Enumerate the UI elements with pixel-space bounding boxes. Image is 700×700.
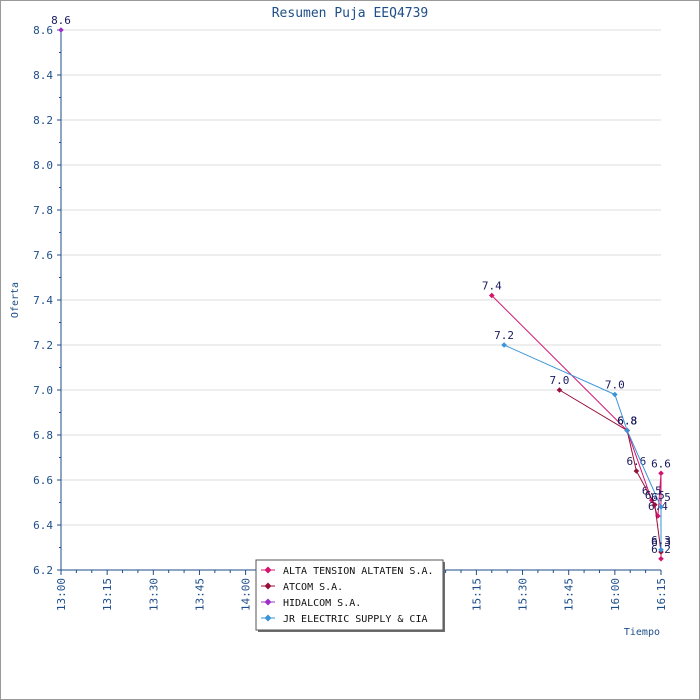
data-label: 7.0 [550,374,570,387]
x-axis-label: Tiempo [624,627,660,638]
legend-marker [264,566,272,574]
y-tick-label: 6.2 [33,564,53,577]
data-point [556,387,563,393]
x-tick-label: 14:00 [240,578,253,611]
data-label: 6.8 [617,415,637,428]
data-label: 7.4 [482,280,502,293]
series-1: 7.46.86.56.46.66.2 [482,280,671,562]
data-label: 6.3 [651,534,671,547]
y-tick-label: 6.4 [33,519,53,532]
axes: 6.2 6.4 6.6 6.8 7.0 7.2 7.4 7.6 7.8 8.0 8.2 8.4 8.6 1… [33,24,668,611]
legend-box [255,559,444,631]
y-tick-label: 8.2 [33,114,53,127]
y-axis-label: Oferta [10,282,21,318]
x-tick-label: 15:15 [470,578,483,611]
data-label: 6.5 [642,484,662,497]
x-tick-label: 16:00 [609,578,622,611]
legend-marker [264,614,272,622]
data-point [658,555,664,562]
data-point [633,468,640,474]
data-label: 7.2 [494,329,514,342]
data-point [624,427,630,434]
chart-title: Resumen Puja EEQ4739 [272,6,429,21]
y-tick-label: 8.4 [33,69,53,82]
grid [61,29,661,571]
series-3: 8.6 [51,14,71,33]
x-tick-label: 13:45 [193,578,206,611]
data-label: 7.0 [605,379,625,392]
data-label: 6.8 [617,415,637,428]
legend-label: HIDALCOM S.A. [283,598,361,609]
data-point [58,27,64,33]
series-layer: 7.46.86.56.46.66.27.06.86.66.56.38.67.27… [51,14,671,562]
x-tick-label: 13:00 [55,578,68,611]
data-point [612,391,618,398]
x-tick-label: 13:15 [101,578,114,611]
data-point [501,342,507,348]
legend-label: JR ELECTRIC SUPPLY & CIA [283,614,428,625]
legend-marker [264,582,272,590]
data-point [658,546,664,553]
y-tick-label: 8.0 [33,159,53,172]
series-2: 7.0 6.8 6.6 6.5 6.3 [550,374,671,555]
y-tick-label: 7.8 [33,204,53,217]
legend-label: ALTA TENSION ALTATEN S.A. [283,566,434,577]
data-point [652,501,658,508]
data-label: 6.5 [651,491,671,504]
data-label: 6.6 [626,455,646,468]
legend-marker [264,598,272,606]
x-tick-label: 16:15 [655,578,668,611]
x-tick-label: 15:30 [517,578,530,611]
data-point [658,470,664,477]
data-point [655,513,661,519]
y-tick-label: 6.8 [33,429,53,442]
y-tick-label: 7.2 [33,339,53,352]
data-label: 6.6 [651,457,671,470]
data-label: 6.4 [648,500,668,513]
x-tick-label: 15:45 [563,578,576,611]
y-tick-label: 7.6 [33,249,53,262]
data-label: 8.6 [51,14,71,27]
series-4: 7.2 7.0 6.8 6.5 6.3 [494,329,671,553]
y-tick-label: 8.6 [33,24,53,37]
data-label: 6.8 [617,415,637,428]
y-tick-label: 6.6 [33,474,53,487]
y-tick-label: 7.0 [33,384,53,397]
y-tick-label: 7.4 [33,294,53,307]
data-point [488,292,495,299]
legend: ALTA TENSION ALTATEN S.A. ATCOM S.A. HIDAL… [255,559,445,632]
data-label: 6.5 [645,489,665,502]
x-tick-label: 13:30 [147,578,160,611]
legend-label: ATCOM S.A. [283,582,343,593]
data-point [658,504,664,510]
series-line [503,344,662,550]
